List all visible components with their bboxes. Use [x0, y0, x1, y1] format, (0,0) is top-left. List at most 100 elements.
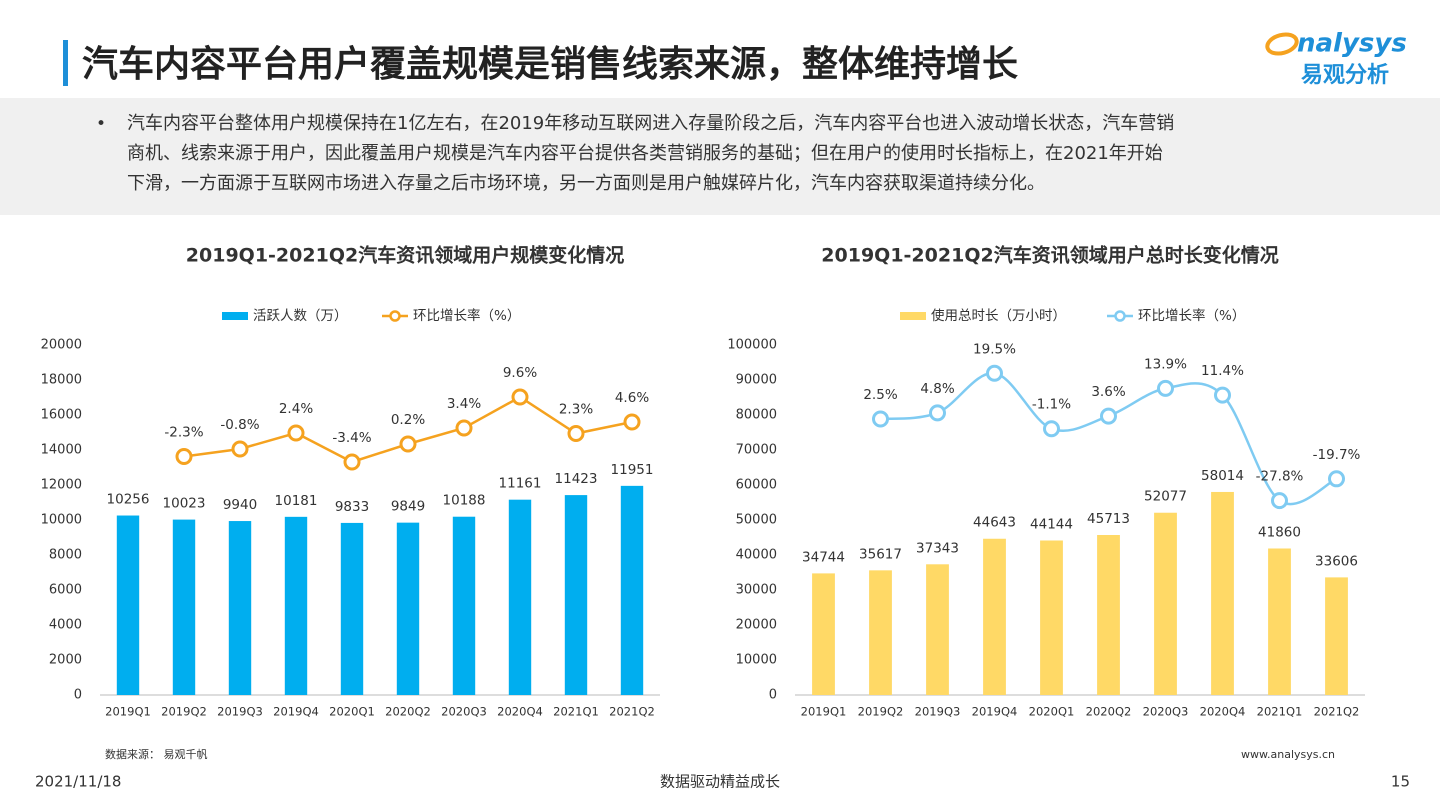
rate-marker	[1271, 492, 1288, 510]
x-tick-label: 2019Q1	[105, 705, 151, 719]
bar	[1154, 512, 1177, 695]
x-tick-label: 2020Q3	[1143, 705, 1189, 719]
x-tick-label: 2019Q4	[273, 705, 319, 719]
y-tick-label: 70000	[736, 443, 777, 458]
y-tick-label: 18000	[41, 373, 82, 388]
y-tick-label: 10000	[736, 653, 777, 668]
legend-label: 环比增长率（%）	[413, 307, 520, 324]
summary-line: 下滑，一方面源于互联网市场进入存量之后市场环境，另一方面则是用户触媒碎片化，汽车…	[127, 173, 1045, 194]
bar	[172, 519, 196, 695]
y-tick-label: 10000	[41, 513, 82, 528]
y-tick-label: 80000	[736, 408, 777, 423]
y-tick-label: 50000	[736, 513, 777, 528]
bar-label: 35617	[859, 546, 902, 562]
bar	[620, 485, 644, 695]
bar	[396, 522, 420, 695]
x-tick-label: 2021Q1	[1257, 705, 1303, 719]
rate-label: 2.5%	[863, 387, 897, 403]
logo-sub: 易观分析	[1301, 63, 1389, 88]
rate-label: 3.6%	[1091, 384, 1125, 400]
rate-marker	[175, 448, 193, 465]
y-tick-label: 12000	[41, 478, 82, 493]
y-tick-label: 20000	[41, 338, 82, 353]
x-tick-label: 2020Q4	[1200, 705, 1246, 719]
rate-marker	[231, 440, 249, 458]
rate-label: 19.5%	[973, 341, 1016, 357]
x-tick-label: 2021Q2	[1314, 705, 1360, 719]
bar	[116, 515, 140, 695]
bar	[1097, 535, 1120, 695]
website: www.analysys.cn	[1241, 748, 1335, 761]
legend-label: 活跃人数（万）	[253, 308, 348, 324]
legend-marker	[1114, 310, 1126, 322]
x-tick-label: 2020Q3	[441, 705, 487, 719]
rate-label: -3.4%	[332, 430, 371, 446]
y-tick-label: 6000	[49, 583, 82, 598]
x-tick-label: 2019Q3	[217, 705, 263, 719]
bar	[1040, 540, 1063, 695]
bar-label: 44643	[973, 515, 1016, 531]
bar-label: 10256	[107, 492, 150, 508]
y-tick-label: 0	[74, 688, 82, 703]
y-tick-label: 16000	[41, 408, 82, 423]
slogan: 数据驱动精益成长	[660, 773, 780, 791]
y-tick-label: 14000	[41, 443, 82, 458]
rate-label: 2.4%	[279, 401, 313, 417]
rate-label: 4.6%	[615, 390, 649, 406]
x-tick-label: 2021Q1	[553, 705, 599, 719]
rate-marker	[287, 424, 305, 442]
summary-line: 汽车内容平台整体用户规模保持在1亿左右，在2019年移动互联网进入存量阶段之后，…	[127, 113, 1174, 134]
y-tick-label: 100000	[727, 338, 777, 353]
rate-marker	[343, 453, 361, 471]
bar	[452, 516, 476, 695]
page-number: 15	[1391, 773, 1410, 791]
legend-swatch	[900, 312, 926, 320]
date: 2021/11/18	[35, 773, 121, 791]
rate-marker	[399, 435, 417, 453]
y-tick-label: 60000	[736, 478, 777, 493]
rate-marker	[623, 413, 641, 431]
bullet: •	[96, 114, 106, 134]
rate-label: 13.9%	[1144, 356, 1187, 372]
rate-marker	[1328, 470, 1345, 488]
x-tick-label: 2020Q2	[1086, 705, 1132, 719]
bar-label: 41860	[1258, 524, 1301, 540]
rate-marker	[1214, 386, 1231, 404]
bar-label: 9833	[335, 499, 369, 515]
bar-label: 34744	[802, 549, 845, 565]
bar	[812, 573, 835, 695]
bar-label: 9940	[223, 497, 257, 513]
rate-marker	[1043, 420, 1060, 438]
bar	[1325, 577, 1348, 695]
y-tick-label: 20000	[736, 618, 777, 633]
rate-marker	[929, 404, 946, 422]
bar-label: 45713	[1087, 511, 1130, 527]
x-tick-label: 2019Q2	[858, 705, 904, 719]
bar	[983, 538, 1006, 695]
legend-swatch	[222, 312, 248, 320]
legend-label: 使用总时长（万小时）	[931, 307, 1066, 324]
bar-label: 33606	[1315, 553, 1358, 569]
rate-label: 3.4%	[447, 396, 481, 412]
source: 数据来源： 易观千帆	[105, 747, 208, 761]
x-tick-label: 2021Q2	[609, 705, 655, 719]
rate-marker	[1157, 379, 1174, 397]
title-accent	[63, 40, 68, 86]
rate-marker	[986, 364, 1003, 382]
x-tick-label: 2020Q1	[1029, 705, 1075, 719]
bar-label: 58014	[1201, 468, 1244, 484]
bar	[1211, 491, 1234, 695]
bar-label: 11161	[499, 476, 542, 492]
rate-marker	[567, 425, 585, 442]
bar-label: 11423	[555, 471, 598, 487]
rate-marker	[511, 388, 529, 406]
summary-line: 商机、线索来源于用户，因此覆盖用户规模是汽车内容平台提供各类营销服务的基础；但在…	[127, 143, 1163, 164]
rate-marker	[1100, 407, 1117, 425]
rate-label: 0.2%	[391, 412, 425, 428]
bar-label: 11951	[611, 462, 654, 478]
bar-label: 10188	[443, 493, 486, 509]
chart-title: 2019Q1-2021Q2汽车资讯领域用户总时长变化情况	[821, 244, 1278, 267]
legend-marker	[389, 310, 401, 322]
y-tick-label: 30000	[736, 583, 777, 598]
